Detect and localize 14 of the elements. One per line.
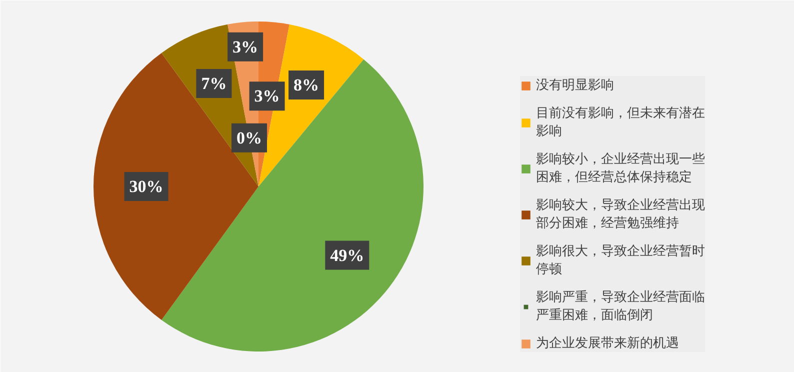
data-label: 3% <box>232 37 258 56</box>
text: 0% <box>236 128 262 148</box>
data-label: 49% <box>330 246 364 265</box>
legend-label: 影响较大，导致企业经营出现部分困难，经营勉强维持 <box>536 197 705 232</box>
legend-label: 目前没有影响，但未来有潜在影响 <box>536 105 705 140</box>
legend-label: 影响较小，企业经营出现一些困难，但经营总体保持稳定 <box>536 151 705 186</box>
legend-label: 影响很大，导致企业经营暂时停顿 <box>536 243 705 278</box>
legend-label: 没有明显影响 <box>536 77 614 94</box>
legend-label: 影响严重，导致企业经营面临严重困难，面临倒闭 <box>536 289 705 324</box>
data-label: 3% <box>254 86 280 106</box>
legend-label: 为企业发展带来新的机遇 <box>536 335 679 352</box>
data-label: 30% <box>129 177 164 196</box>
data-label: 8% <box>294 75 320 94</box>
data-label: 7% <box>201 74 227 94</box>
